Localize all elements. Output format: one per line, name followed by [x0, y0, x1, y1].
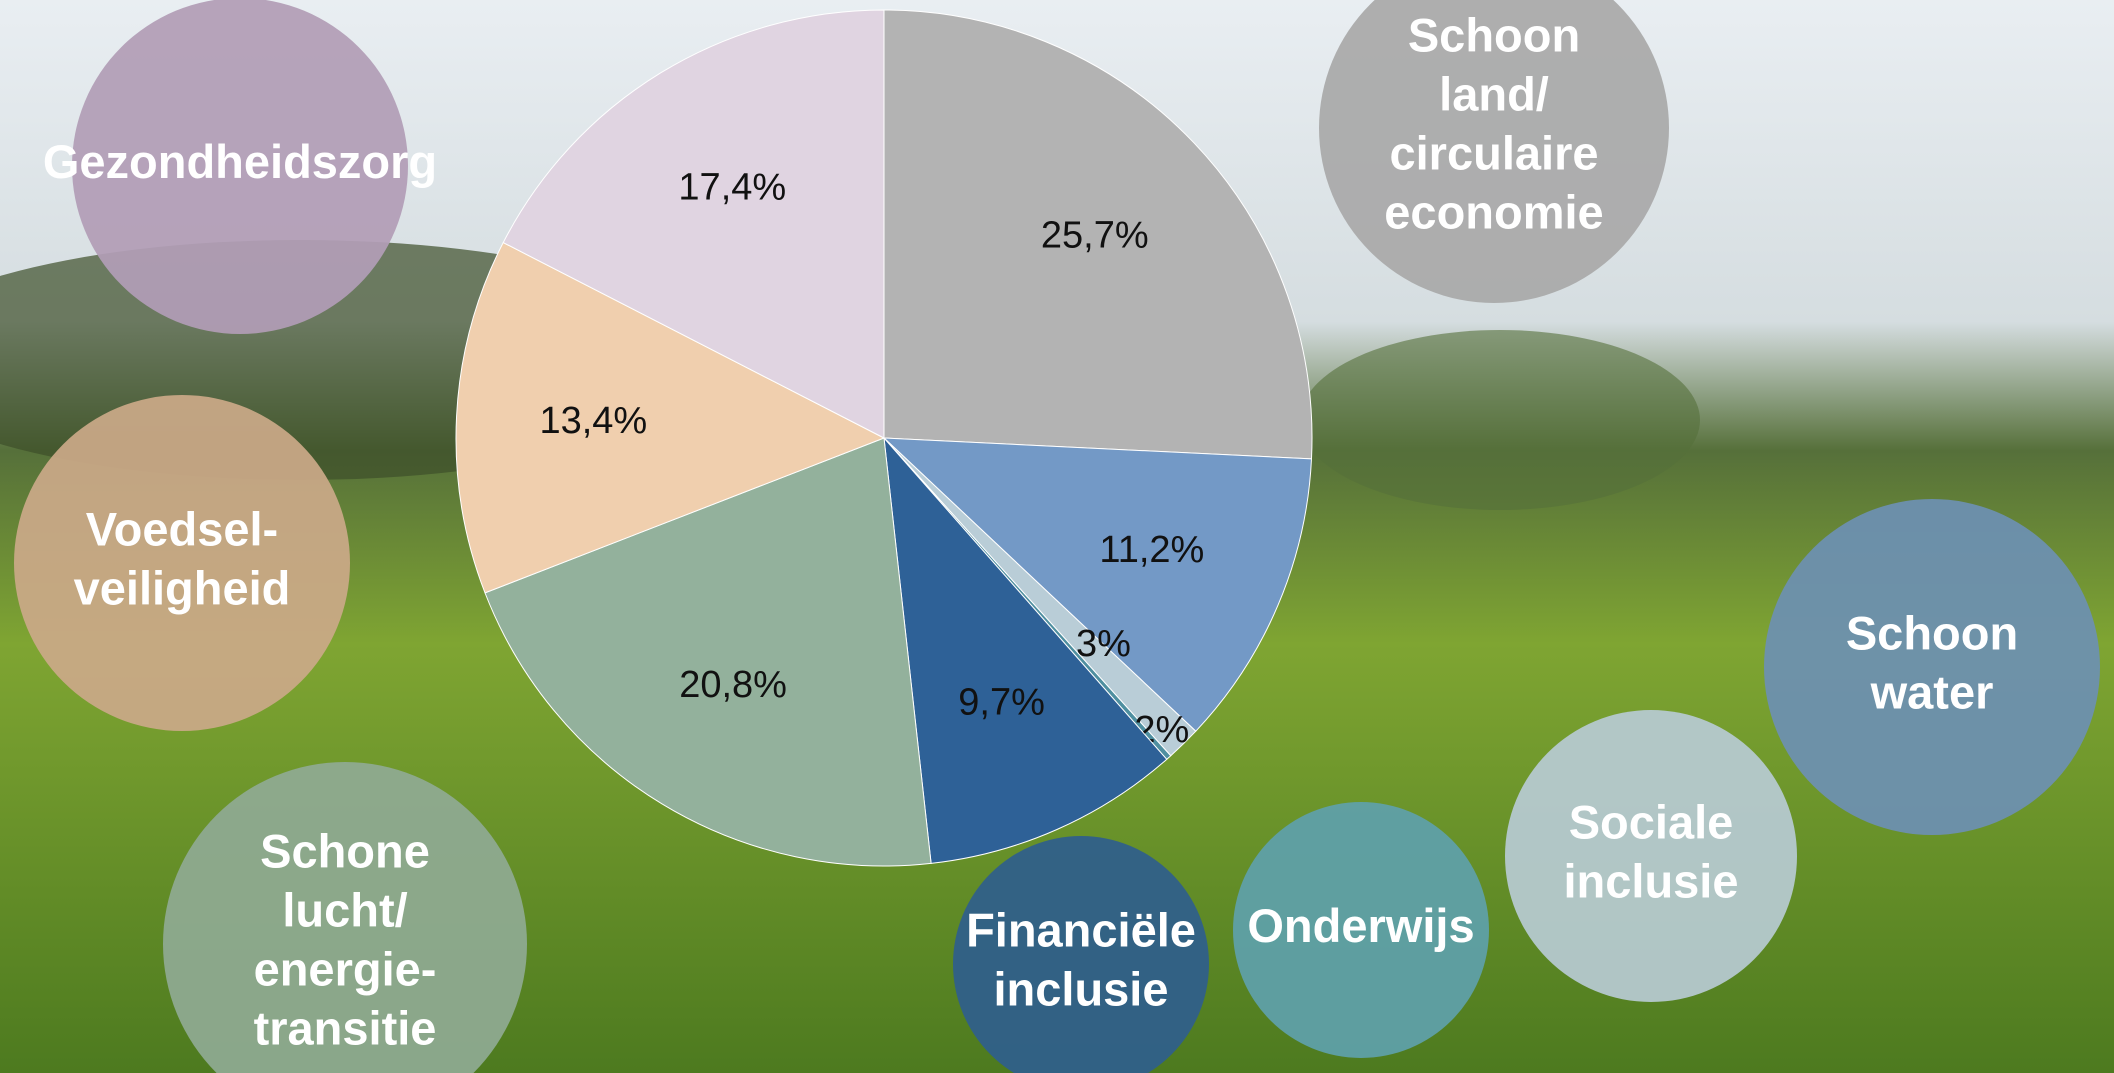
value-label: 17,4% — [678, 167, 786, 209]
value-label: 9,7% — [958, 681, 1045, 723]
category-label: Voedsel-veiligheid — [74, 503, 291, 615]
category-label: Onderwijs — [1247, 899, 1474, 952]
category-label: Financiële inclusie — [966, 904, 1196, 1016]
category-bubble — [1233, 802, 1489, 1058]
pie-slice — [883, 436, 1168, 864]
category-bubble — [72, 0, 408, 334]
category-bubble — [1319, 0, 1669, 303]
pie-slice — [502, 9, 885, 439]
category-label: Schoon water — [1846, 607, 2018, 719]
category-label: Schoon land/circulaire economie — [1384, 9, 1603, 239]
pie-slice — [883, 9, 1313, 460]
value-label: 11,2% — [1099, 529, 1204, 571]
value-label: 13,4% — [539, 400, 647, 442]
category-label: Schone lucht/energie-transitie — [254, 825, 437, 1055]
category-bubble — [14, 395, 350, 731]
pie-slice — [484, 437, 932, 867]
category-bubble — [1505, 710, 1797, 1002]
category-bubble — [953, 836, 1209, 1073]
value-label: 20,8% — [679, 664, 787, 706]
pie-slice — [455, 241, 886, 594]
trees — [1300, 330, 1700, 510]
value-label: 25,7% — [1041, 214, 1149, 256]
pie-slice — [882, 437, 1313, 732]
category-label: Sociale inclusie — [1563, 796, 1738, 908]
category-bubble — [1764, 499, 2100, 835]
category-label: Gezondheidszorg — [43, 135, 437, 188]
category-bubble — [163, 762, 527, 1073]
